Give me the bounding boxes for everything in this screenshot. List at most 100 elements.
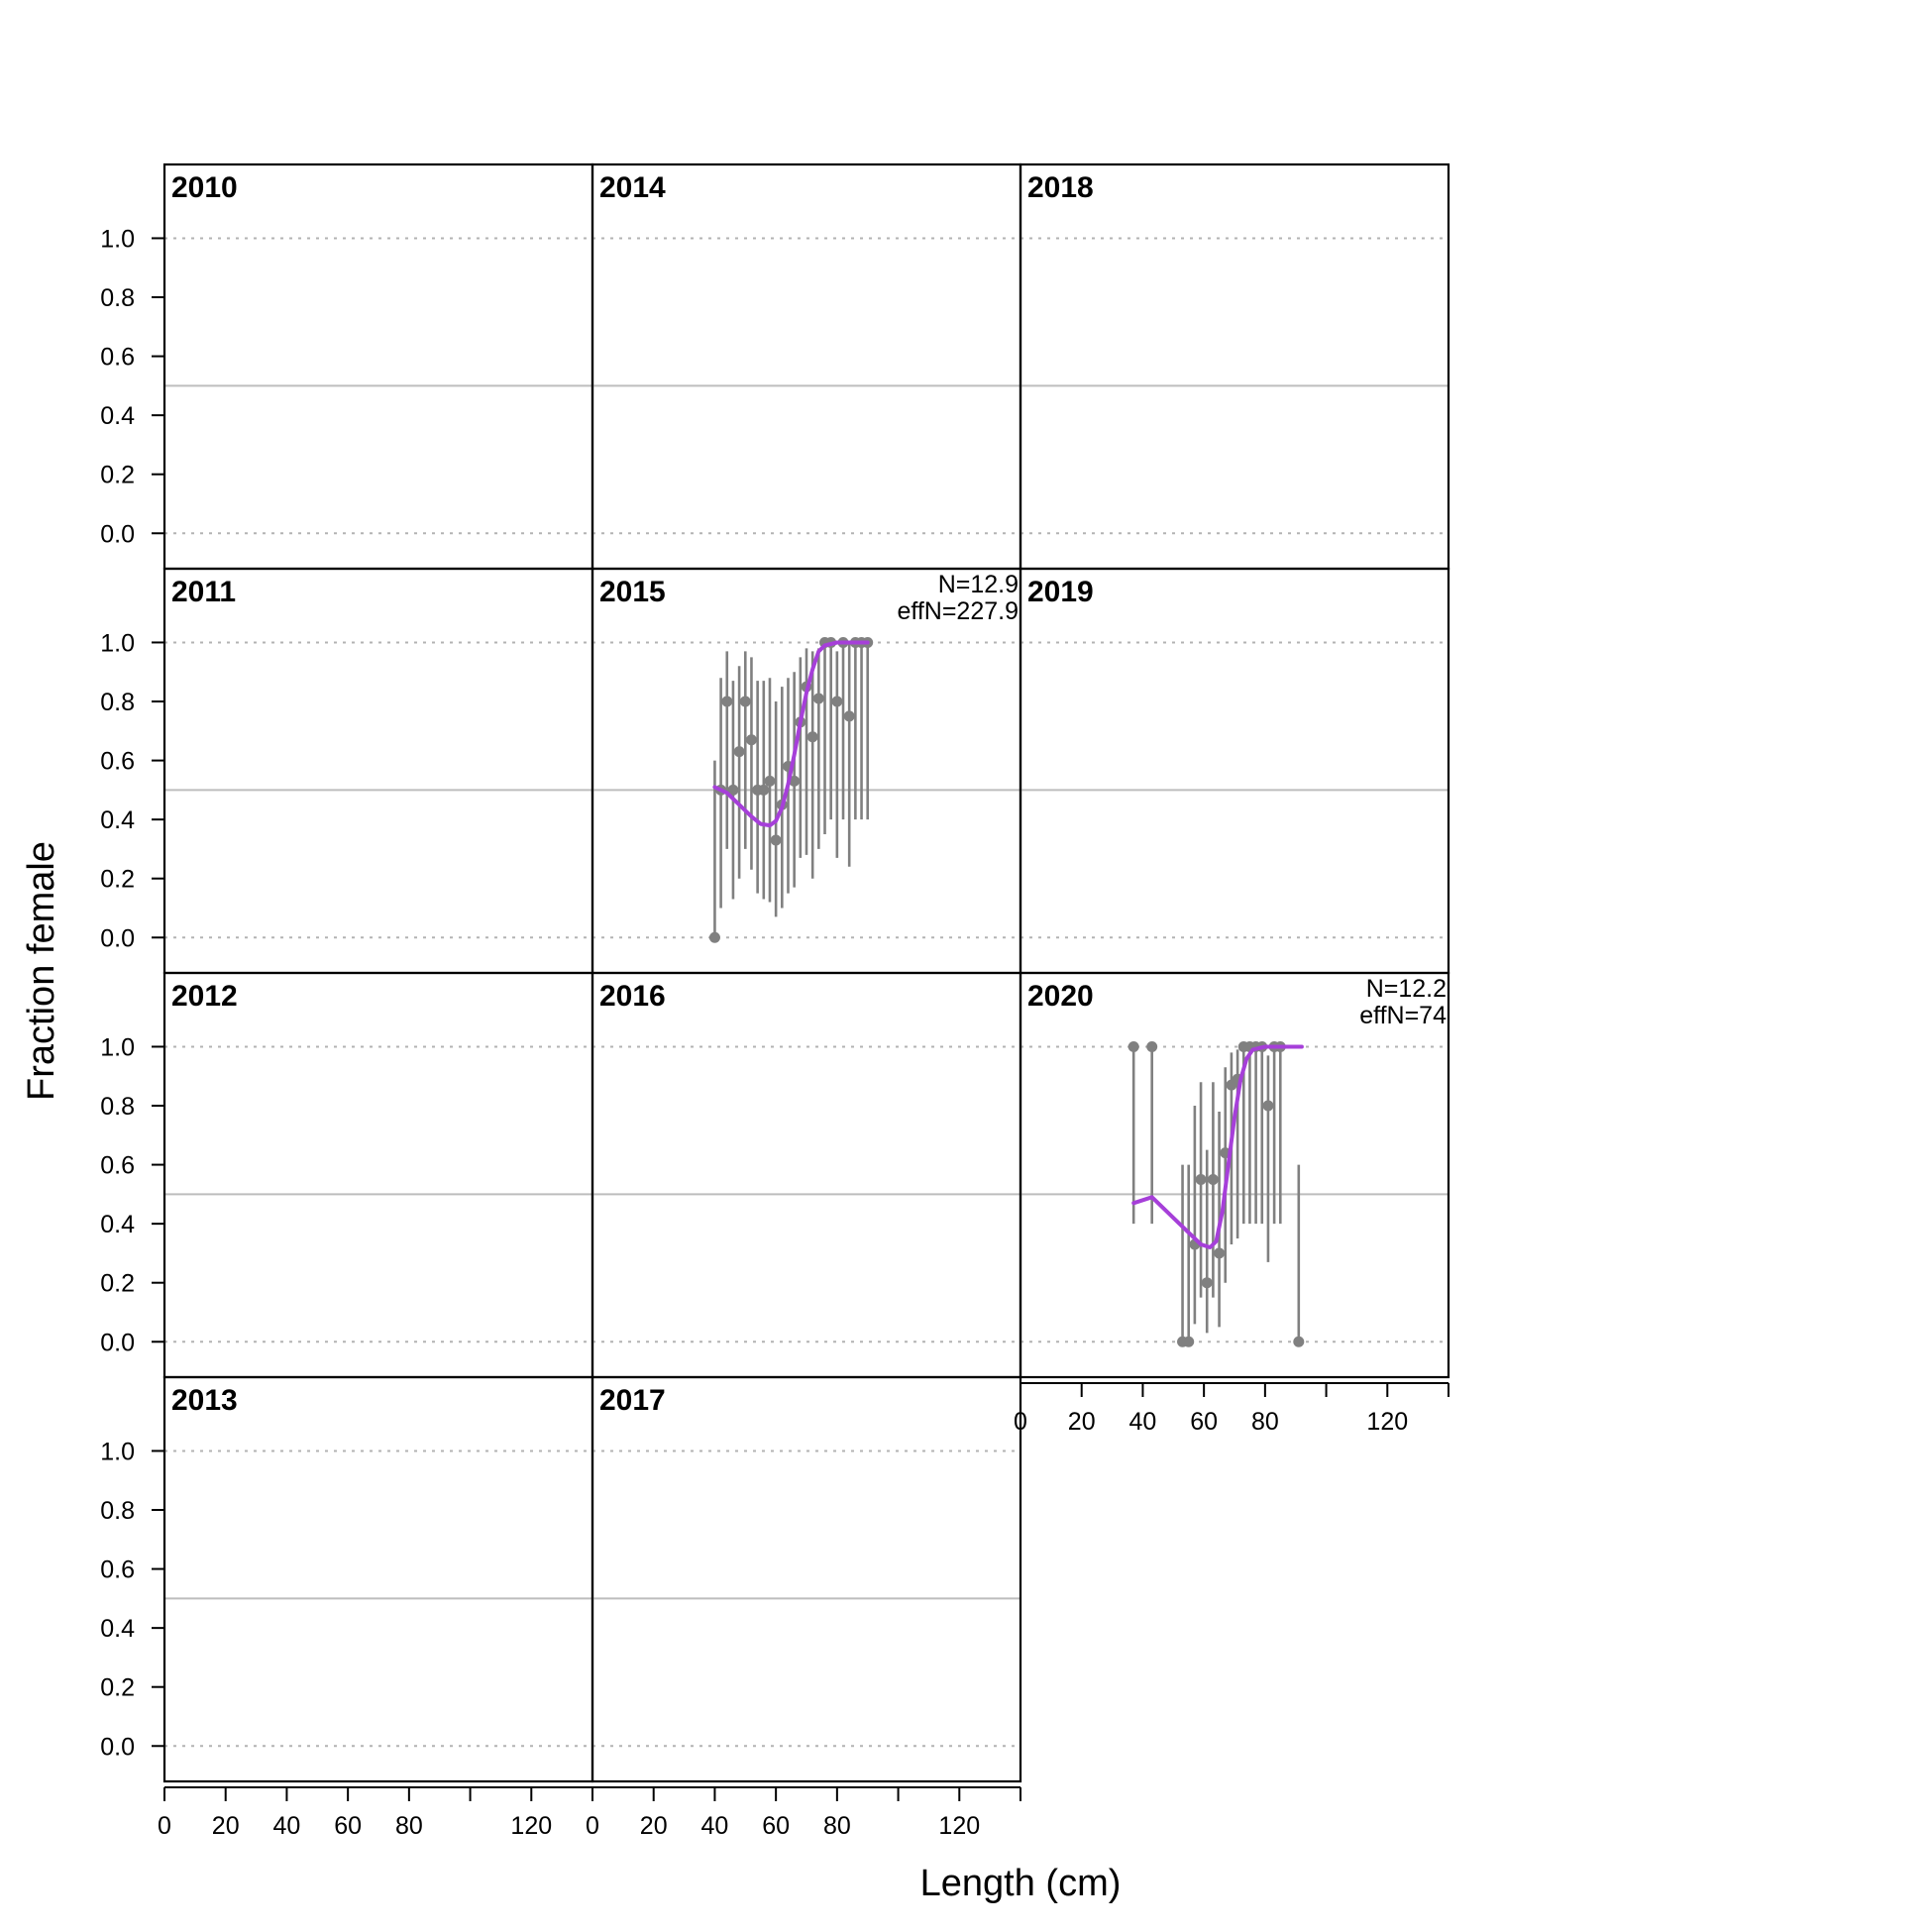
data-point [1293, 1336, 1305, 1347]
y-tick-label: 0.0 [100, 1329, 135, 1356]
panel-title: 2013 [171, 1384, 238, 1417]
data-point [1262, 1100, 1274, 1112]
x-tick-label: 40 [701, 1812, 729, 1840]
panel-title: 2018 [1027, 171, 1094, 204]
data-point [739, 696, 751, 707]
panel-2019: 2019 [1019, 567, 1450, 975]
panel-2018: 2018 [1019, 162, 1450, 571]
x-tick-label: 40 [273, 1812, 301, 1840]
x-tick-label: 80 [395, 1812, 423, 1840]
y-tick-label: 0.2 [100, 1674, 135, 1702]
data-point [727, 784, 739, 796]
data-point [758, 784, 770, 796]
data-point [733, 746, 745, 758]
panel-border [1019, 162, 1450, 571]
y-tick-label: 0.4 [100, 806, 135, 834]
y-tick-label: 0.6 [100, 748, 135, 776]
panel-title: 2015 [599, 576, 666, 608]
x-tick-label: 20 [1068, 1408, 1096, 1436]
panel-title: 2017 [599, 1384, 666, 1417]
y-tick-label: 0.6 [100, 344, 135, 372]
x-tick-label: 80 [823, 1812, 851, 1840]
x-axis-title: Length (cm) [920, 1863, 1122, 1904]
y-tick-label: 0.4 [100, 1211, 135, 1238]
panels-layer: 2010 0.0 0.2 0.4 0.6 0.8 1.0 2011 0.0 0.2 0.4 0.6 0.… [100, 162, 1450, 1840]
y-tick-label: 0.2 [100, 866, 135, 894]
panel-annotation: effN=227.9 [897, 597, 1019, 625]
panel-border [1019, 567, 1450, 975]
y-tick-label: 0.2 [100, 1270, 135, 1298]
x-tick-label: 20 [640, 1812, 668, 1840]
panel-annotation: effN=74 [1359, 1002, 1447, 1029]
panel-2017: 2017 0 20 40 60 80 120 [586, 1375, 1022, 1840]
panel-title: 2019 [1027, 576, 1094, 608]
data-point [721, 696, 733, 707]
y-tick-label: 0.4 [100, 402, 135, 430]
x-tick-label: 0 [158, 1812, 171, 1840]
data-point [708, 931, 720, 943]
fit-line [1131, 1044, 1304, 1249]
data-point [1207, 1173, 1219, 1185]
x-tick-label: 60 [334, 1812, 362, 1840]
x-tick-label: 40 [1129, 1408, 1157, 1436]
panel-2010: 2010 0.0 0.2 0.4 0.6 0.8 1.0 [100, 162, 594, 571]
y-tick-label: 0.0 [100, 1733, 135, 1761]
data-point [789, 775, 801, 787]
panel-border [590, 971, 1022, 1379]
y-tick-label: 0.6 [100, 1556, 135, 1584]
y-tick-label: 1.0 [100, 225, 135, 253]
x-tick-label: 120 [1366, 1408, 1408, 1436]
panel-border [590, 1375, 1022, 1783]
x-tick-label: 0 [586, 1812, 599, 1840]
panel-title: 2014 [599, 171, 666, 204]
panel-2013: 2013 0.0 0.2 0.4 0.6 0.8 1.0 0 20 40 60 80 120 [100, 1375, 594, 1840]
panel-2011: 2011 0.0 0.2 0.4 0.6 0.8 1.0 [100, 567, 594, 975]
y-tick-label: 0.4 [100, 1615, 135, 1643]
data-point [806, 731, 818, 743]
y-tick-label: 0.8 [100, 689, 135, 716]
y-tick-label: 1.0 [100, 1033, 135, 1061]
data-point [745, 734, 757, 746]
x-tick-label: 120 [938, 1812, 980, 1840]
panel-border [1019, 971, 1450, 1379]
panel-border [590, 162, 1022, 571]
y-tick-label: 1.0 [100, 629, 135, 657]
y-tick-label: 1.0 [100, 1438, 135, 1465]
y-tick-label: 0.6 [100, 1152, 135, 1180]
panel-2014: 2014 [590, 162, 1022, 571]
panel-annotation: N=12.2 [1366, 975, 1447, 1003]
panel-title: 2011 [171, 576, 236, 608]
y-tick-label: 0.2 [100, 462, 135, 489]
data-point [812, 693, 824, 704]
panel-border [162, 971, 594, 1379]
data-point [770, 834, 782, 846]
data-point [843, 710, 855, 722]
panel-annotation: N=12.9 [938, 571, 1019, 598]
data-point [1183, 1336, 1195, 1347]
panel-2012: 2012 0.0 0.2 0.4 0.6 0.8 1.0 [100, 971, 594, 1379]
fit-line [712, 640, 870, 828]
data-point [831, 696, 843, 707]
x-tick-label: 120 [510, 1812, 552, 1840]
panel-border [162, 1375, 594, 1783]
data-point [1201, 1277, 1213, 1289]
y-tick-label: 0.0 [100, 924, 135, 952]
panel-2016: 2016 [590, 971, 1022, 1379]
x-tick-label: 60 [1190, 1408, 1218, 1436]
y-axis-title: Fraction female [21, 841, 62, 1101]
data-point [1146, 1040, 1158, 1052]
panel-border [162, 567, 594, 975]
x-tick-label: 60 [762, 1812, 790, 1840]
y-tick-label: 0.0 [100, 520, 135, 548]
data-point [1127, 1040, 1139, 1052]
data-point [764, 775, 776, 787]
y-tick-label: 0.8 [100, 1497, 135, 1525]
y-tick-label: 0.8 [100, 284, 135, 312]
data-point [1214, 1247, 1226, 1259]
x-tick-label: 20 [212, 1812, 240, 1840]
x-tick-label: 80 [1251, 1408, 1279, 1436]
y-tick-label: 0.8 [100, 1093, 135, 1121]
